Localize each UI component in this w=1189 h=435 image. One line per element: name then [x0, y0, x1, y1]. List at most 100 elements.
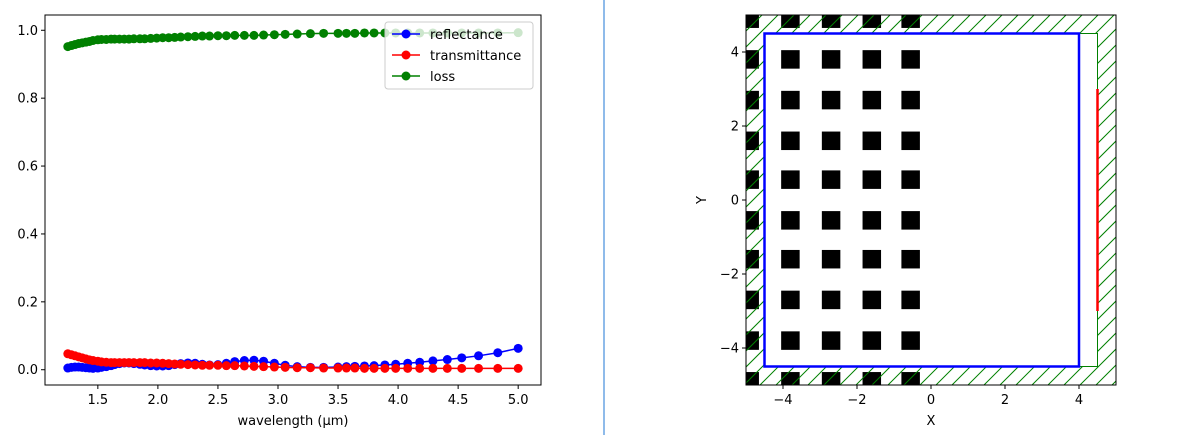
- data-point-loss: [305, 29, 315, 39]
- spectrum-chart: 1.5 2.0 2.5 3.0 3.5 4.0 4.5 5.0 0.0 0.2 0.4 0.6 0.8…: [17, 14, 542, 429]
- pillar: [821, 131, 841, 151]
- y-tick-label: 2: [731, 120, 739, 135]
- pillar: [821, 170, 841, 189]
- pillar: [862, 50, 882, 69]
- simulation-cell-outline: [763, 32, 1081, 368]
- legend-transmittance-label: transmittance: [430, 49, 521, 64]
- data-point-transmittance: [183, 360, 193, 370]
- pillar: [901, 211, 920, 230]
- data-point-loss: [249, 30, 259, 40]
- y-tick-label: −4: [720, 342, 739, 357]
- pillar: [746, 211, 759, 230]
- pillar: [901, 249, 920, 269]
- x-tick-label: 3.5: [328, 393, 349, 408]
- data-point-loss: [369, 28, 379, 38]
- chart1-x-axis-label: wavelength (μm): [238, 414, 349, 429]
- pillar: [781, 372, 800, 385]
- data-point-transmittance: [415, 363, 425, 373]
- pillar: [781, 170, 800, 189]
- data-point-loss: [183, 32, 193, 42]
- data-point-transmittance: [221, 361, 231, 371]
- data-point-loss: [239, 30, 249, 40]
- data-point-reflectance: [457, 353, 467, 363]
- x-tick-label: −4: [773, 393, 792, 408]
- data-point-transmittance: [239, 361, 249, 371]
- pillar: [746, 170, 759, 189]
- pillar: [901, 131, 920, 151]
- x-tick-label: 4.5: [448, 393, 469, 408]
- pillar: [781, 290, 800, 310]
- data-point-transmittance: [176, 359, 186, 369]
- data-point-loss: [280, 29, 290, 39]
- data-point-transmittance: [319, 363, 329, 373]
- data-point-loss: [333, 28, 343, 38]
- chart2-x-axis-label: X: [927, 414, 936, 429]
- pillar: [862, 290, 882, 310]
- chart1-y-ticks: 0.0 0.2 0.4 0.6 0.8 1.0: [17, 24, 45, 378]
- data-point-transmittance: [280, 362, 290, 372]
- pillar: [746, 50, 759, 69]
- legend-loss-label: loss: [430, 70, 455, 85]
- pillar-array: [746, 15, 920, 385]
- chart2-content: [746, 15, 1116, 385]
- pillar: [746, 290, 759, 310]
- data-point-transmittance: [350, 363, 360, 373]
- data-point-reflectance: [428, 356, 438, 366]
- data-point-transmittance: [369, 363, 379, 373]
- pillar: [901, 15, 920, 28]
- legend-reflectance-label: reflectance: [430, 28, 503, 43]
- data-point-transmittance: [305, 363, 315, 373]
- data-point-transmittance: [269, 362, 279, 372]
- x-tick-label: 2.5: [208, 393, 229, 408]
- data-point-transmittance: [333, 363, 343, 373]
- data-point-transmittance: [249, 361, 259, 371]
- data-point-loss: [230, 30, 240, 40]
- pillar: [781, 50, 800, 69]
- pillar: [901, 331, 920, 350]
- data-point-transmittance: [292, 363, 302, 373]
- data-point-reflectance: [493, 348, 503, 358]
- legend-reflectance-marker: [401, 29, 411, 39]
- pillar: [781, 331, 800, 350]
- pillar: [746, 372, 759, 385]
- pillar: [862, 15, 882, 28]
- legend-box: [384, 21, 534, 90]
- data-point-transmittance: [391, 363, 401, 373]
- y-tick-label: 1.0: [17, 24, 38, 39]
- data-point-loss: [259, 30, 269, 40]
- data-point-reflectance: [513, 343, 523, 353]
- pillar: [901, 170, 920, 189]
- pillar: [901, 372, 920, 385]
- pillar: [862, 170, 882, 189]
- data-point-loss: [292, 29, 302, 39]
- data-point-loss: [176, 32, 186, 42]
- data-point-loss: [190, 31, 200, 41]
- y-tick-label: 4: [731, 46, 739, 61]
- y-tick-label: 0: [731, 194, 739, 209]
- pillar: [781, 131, 800, 151]
- data-point-transmittance: [341, 363, 351, 373]
- pillar: [781, 15, 800, 28]
- pillar: [821, 331, 841, 350]
- pillar: [862, 331, 882, 350]
- pillar: [821, 372, 841, 385]
- geometry-diagram: −4 −2 0 2 4 −4 −2 0 2 4 X Y: [695, 14, 1117, 429]
- pillar: [781, 90, 800, 110]
- data-point-loss: [359, 28, 369, 38]
- chart1-frame: [44, 14, 542, 386]
- legend-loss-marker: [401, 71, 411, 81]
- y-tick-label: 0.0: [17, 363, 38, 378]
- data-point-transmittance: [403, 363, 413, 373]
- data-point-transmittance: [359, 363, 369, 373]
- pillar: [821, 290, 841, 310]
- pillar: [746, 331, 759, 350]
- x-tick-label: 2: [1001, 393, 1009, 408]
- data-point-transmittance: [428, 363, 438, 373]
- pillar: [862, 249, 882, 269]
- data-point-loss: [350, 28, 360, 38]
- pillar: [746, 90, 759, 110]
- y-tick-label: 0.4: [17, 227, 38, 242]
- data-point-transmittance: [205, 360, 215, 370]
- x-tick-label: 4: [1075, 393, 1083, 408]
- data-point-transmittance: [380, 363, 390, 373]
